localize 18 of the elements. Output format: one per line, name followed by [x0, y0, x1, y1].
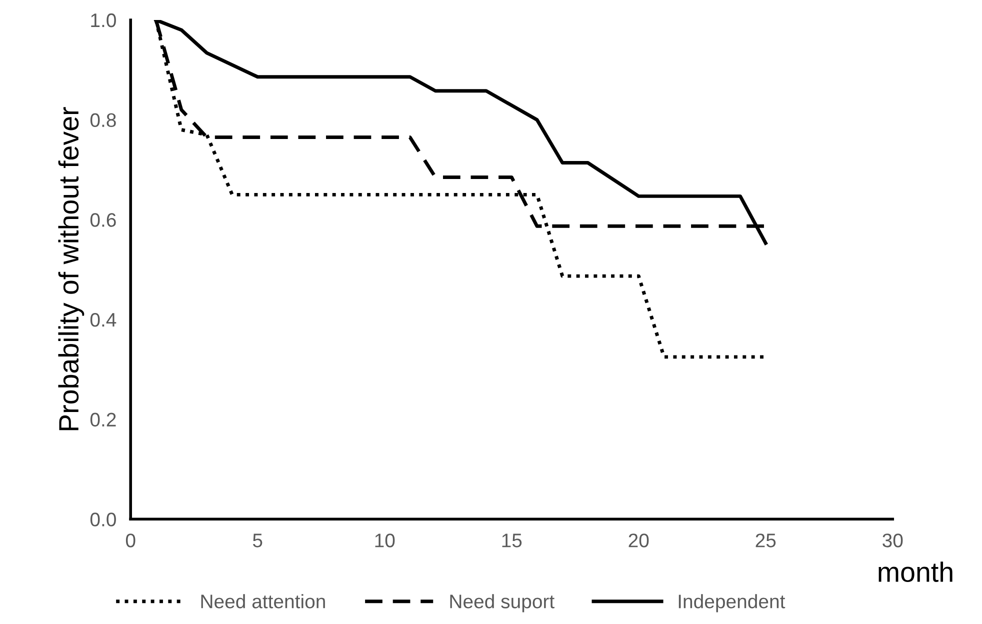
x-tick-label: 5 [252, 534, 262, 548]
x-tick-label: 10 [375, 534, 395, 548]
x-tick-label: 30 [882, 534, 903, 548]
x-tick-label: 20 [628, 534, 649, 548]
y-axis-title: Probability of without fever [58, 107, 84, 430]
x-tick-label: 0 [126, 534, 136, 548]
legend-label: Independent [678, 594, 786, 612]
x-axis-title: month [878, 562, 952, 582]
x-tick-label: 25 [756, 534, 776, 548]
y-tick-label: 0.2 [90, 412, 116, 427]
y-tick-label: 0.0 [90, 512, 116, 526]
y-tick-label: 1.0 [91, 13, 116, 28]
x-tick-label: 15 [502, 534, 522, 548]
y-tick-label: 0.6 [90, 213, 116, 227]
y-tick-label: 0.4 [90, 312, 116, 327]
legend-label: Need suport [450, 594, 554, 612]
y-tick-label: 0.8 [90, 113, 116, 128]
legend-label: Need attention [201, 594, 325, 608]
